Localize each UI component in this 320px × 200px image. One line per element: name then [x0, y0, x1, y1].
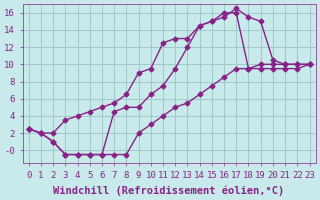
X-axis label: Windchill (Refroidissement éolien,°C): Windchill (Refroidissement éolien,°C)	[53, 185, 285, 196]
